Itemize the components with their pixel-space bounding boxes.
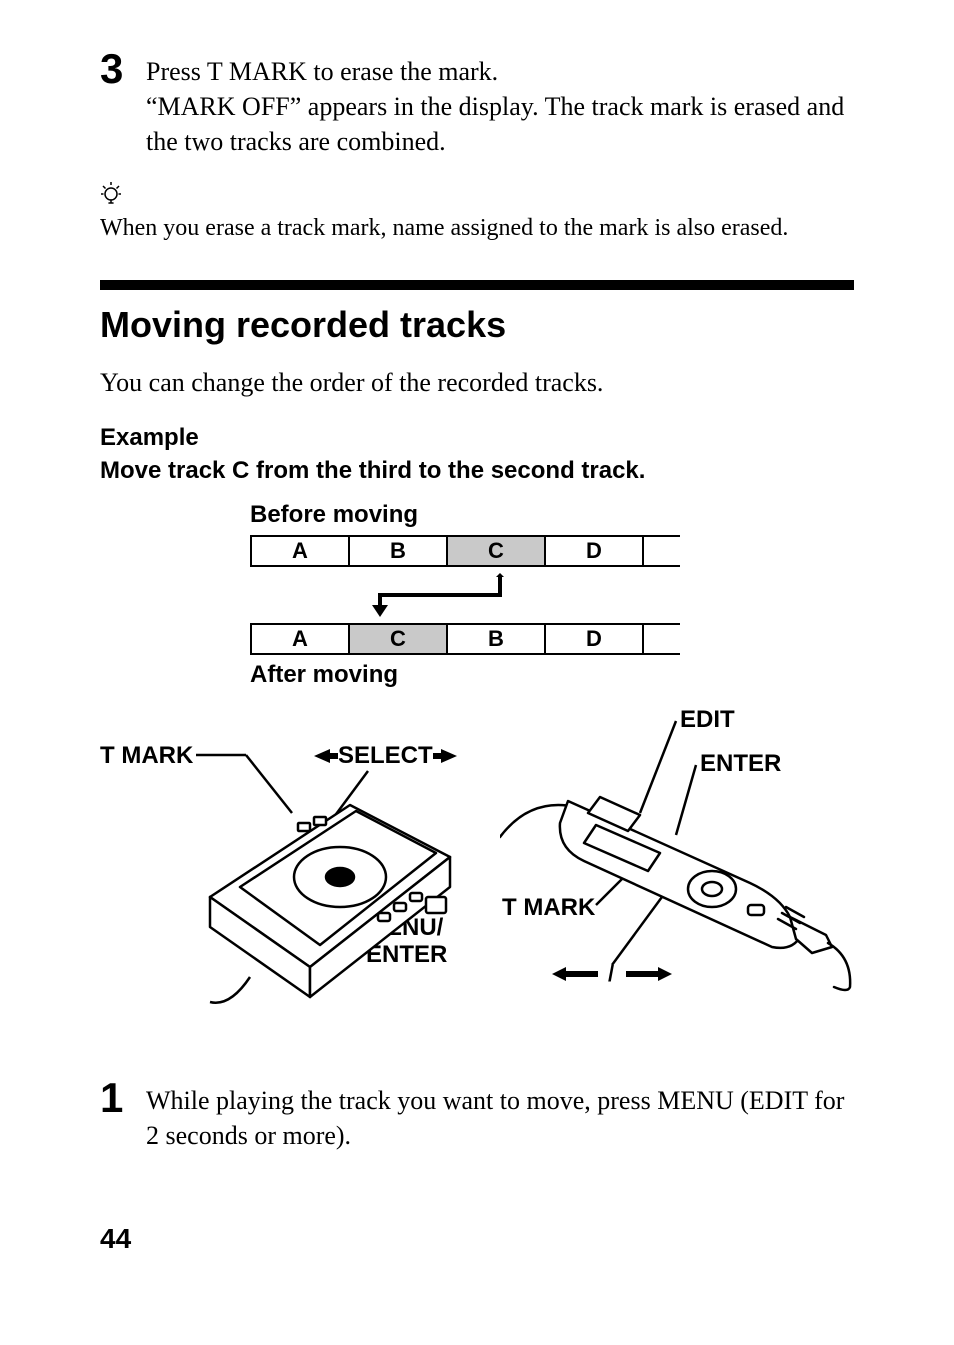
example-heading: Example Move track C from the third to t… (100, 422, 854, 487)
track-cell: D (544, 623, 644, 655)
minidisc-player-icon (180, 777, 470, 1017)
after-moving-label: After moving (250, 661, 910, 689)
example-desc: Move track C from the third to the secon… (100, 457, 645, 484)
track-row-tail (642, 623, 680, 655)
step-1: 1 While playing the track you want to mo… (100, 1077, 854, 1153)
section-intro: You can change the order of the recorded… (100, 368, 854, 398)
page-number: 44 (100, 1223, 131, 1255)
track-cell: B (348, 535, 448, 567)
step3-line2: “MARK OFF” appears in the display. The t… (146, 92, 844, 156)
track-cell-shaded: C (446, 535, 546, 567)
track-row-before: A B C D (250, 535, 910, 567)
remote-control-icon (500, 777, 860, 997)
before-moving-label: Before moving (250, 501, 910, 529)
tip-block: When you erase a track mark, name assign… (100, 181, 854, 244)
example-label: Example (100, 424, 199, 451)
step-text: While playing the track you want to move… (146, 1077, 854, 1153)
step-text: Press T MARK to erase the mark. “MARK OF… (146, 48, 854, 159)
move-arrow-icon (250, 573, 680, 617)
device-illustration: T MARK SELECT MENU/ENTER T MARK EDIT ENT… (100, 707, 854, 1037)
step-3: 3 Press T MARK to erase the mark. “MARK … (100, 48, 854, 159)
tip-text: When you erase a track mark, name assign… (100, 213, 854, 244)
track-cell-shaded: C (348, 623, 448, 655)
track-row-after: A C B D (250, 623, 910, 655)
track-cell: A (250, 535, 350, 567)
step-number: 3 (100, 48, 146, 90)
tip-icon (100, 181, 854, 211)
step-number: 1 (100, 1077, 146, 1119)
track-diagram: Before moving A B C D A C B D After movi… (250, 501, 910, 689)
section-divider (100, 280, 854, 290)
track-cell: A (250, 623, 350, 655)
step3-line1: Press T MARK to erase the mark. (146, 57, 498, 86)
track-cell: B (446, 623, 546, 655)
section-title: Moving recorded tracks (100, 304, 854, 346)
track-cell: D (544, 535, 644, 567)
track-row-tail (642, 535, 680, 567)
